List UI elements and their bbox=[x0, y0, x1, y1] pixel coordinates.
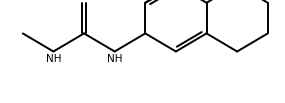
Text: S: S bbox=[81, 0, 87, 1]
Text: NH: NH bbox=[107, 54, 123, 64]
Text: NH: NH bbox=[46, 54, 61, 64]
